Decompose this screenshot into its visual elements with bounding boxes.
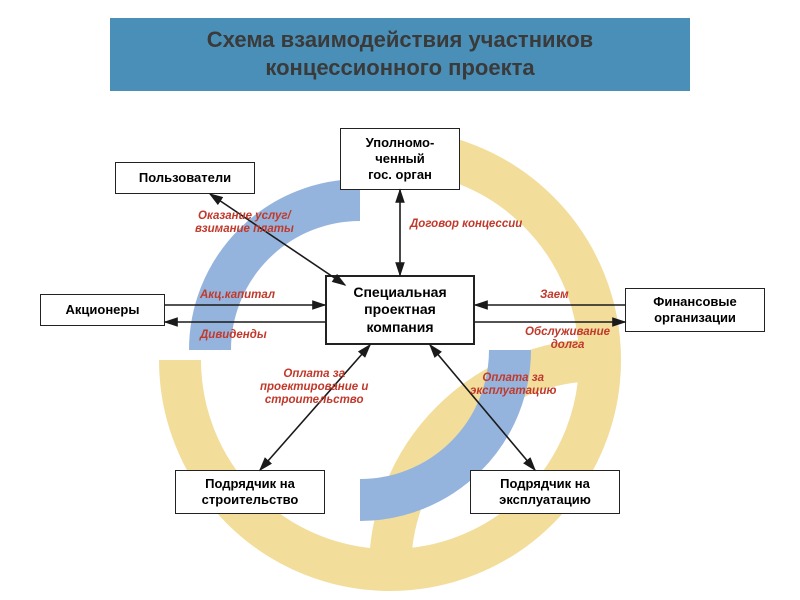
edge-label: Обслуживание долга bbox=[525, 326, 610, 352]
diagram-canvas: Специальнаяпроектнаякомпания Пользовател… bbox=[0, 100, 800, 600]
edge-label: Заем bbox=[540, 289, 569, 302]
edge-label: Оплата за проектирование и строительство bbox=[260, 368, 368, 408]
edge-label: Акц.капитал bbox=[200, 289, 275, 302]
edge-label: Оплата за эксплуатацию bbox=[470, 372, 556, 398]
title-bar: Схема взаимодействия участников концесси… bbox=[110, 18, 690, 91]
edges-layer bbox=[0, 100, 800, 600]
edge-label: Оказание услуг/ взимание платы bbox=[195, 210, 294, 236]
edge-label: Договор концессии bbox=[410, 218, 522, 231]
page-title: Схема взаимодействия участников концесси… bbox=[130, 26, 670, 81]
edge-label: Дивиденды bbox=[200, 329, 267, 342]
